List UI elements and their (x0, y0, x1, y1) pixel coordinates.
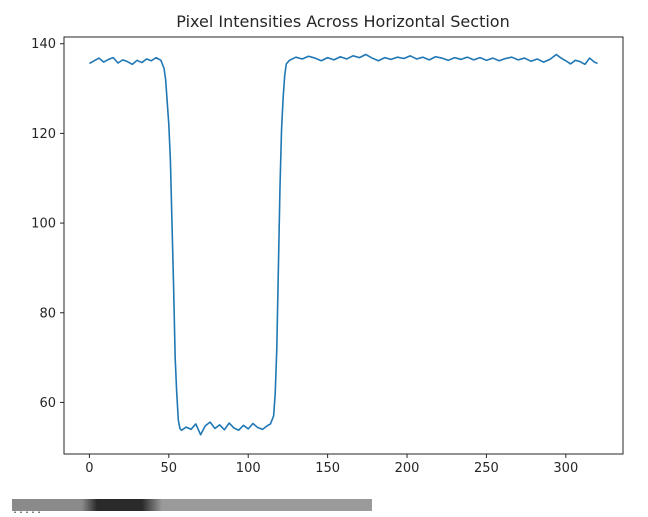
x-tick-label: 150 (315, 461, 340, 476)
x-tick-label: 300 (553, 461, 578, 476)
y-tick-label: 120 (31, 127, 56, 142)
truncation-marker: ..... (12, 505, 43, 516)
x-axis: 0 50 100 150 200 250 300 (85, 454, 578, 476)
y-axis: 60 80 100 120 140 (31, 37, 64, 411)
x-tick-label: 250 (474, 461, 499, 476)
plot-area-frame (63, 36, 624, 455)
x-tick-label: 100 (236, 461, 261, 476)
y-tick-label: 60 (39, 396, 56, 411)
y-tick-label: 80 (39, 306, 56, 321)
next-cell-image-preview (12, 499, 372, 511)
line-chart: Pixel Intensities Across Horizontal Sect… (31, 12, 624, 476)
x-tick-label: 200 (395, 461, 420, 476)
x-tick-label: 0 (85, 461, 93, 476)
chart-title: Pixel Intensities Across Horizontal Sect… (176, 12, 509, 31)
y-tick-label: 100 (31, 217, 56, 232)
y-tick-label: 140 (31, 37, 56, 52)
x-tick-label: 50 (161, 461, 178, 476)
intensity-series-line (89, 53, 598, 436)
